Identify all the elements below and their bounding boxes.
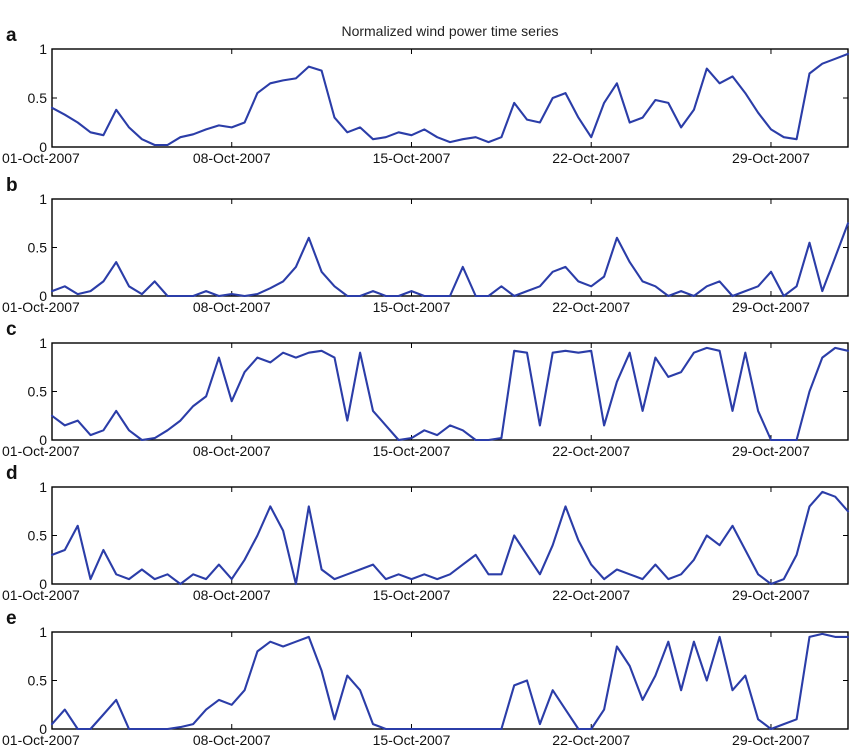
x-tick-label: 08-Oct-2007 — [193, 299, 271, 315]
x-tick-label: 22-Oct-2007 — [552, 587, 630, 603]
y-tick-label: 0 — [39, 432, 47, 448]
y-tick-label: 1 — [39, 191, 47, 207]
x-tick-label: 15-Oct-2007 — [373, 299, 451, 315]
x-tick-label: 29-Oct-2007 — [732, 587, 810, 603]
x-tick-label: 29-Oct-2007 — [732, 443, 810, 459]
axes-frame — [51, 631, 849, 730]
x-tick-label: 22-Oct-2007 — [552, 150, 630, 166]
x-tick-label: 08-Oct-2007 — [193, 732, 271, 748]
y-tick-label: 1 — [39, 479, 47, 495]
x-tick-label: 01-Oct-2007 — [2, 587, 80, 603]
x-tick-label: 15-Oct-2007 — [373, 587, 451, 603]
panel-e: e 0 0.5 1 01-Oct-2007 08-Oct-2007 15-Oct-2007 2… — [2, 608, 850, 748]
y-tick-label: 0 — [39, 139, 47, 155]
x-tick-label: 15-Oct-2007 — [373, 732, 451, 748]
x-tick-label: 01-Oct-2007 — [2, 299, 80, 315]
y-tick-label: 1 — [39, 335, 47, 351]
x-tick-label: 01-Oct-2007 — [2, 732, 80, 748]
figure-title: Normalized wind power time series — [341, 23, 558, 39]
x-tick-label: 01-Oct-2007 — [2, 443, 80, 459]
panel-c: c 0 0.5 1 01-Oct-2007 08-Oct-2007 15-Oct-2007 2… — [2, 319, 850, 459]
x-tick-label: 29-Oct-2007 — [732, 299, 810, 315]
series-line — [50, 490, 850, 586]
y-tick-label: 0.5 — [28, 90, 48, 106]
y-tick-label: 0.5 — [28, 240, 48, 256]
x-tick-label: 29-Oct-2007 — [732, 150, 810, 166]
x-tick-label: 22-Oct-2007 — [552, 732, 630, 748]
axes-frame — [51, 486, 849, 585]
series-line — [50, 52, 850, 147]
x-tick-label: 08-Oct-2007 — [193, 443, 271, 459]
x-tick-label: 15-Oct-2007 — [373, 443, 451, 459]
panel-label: a — [6, 25, 17, 46]
series-line — [50, 632, 850, 731]
panels-container: a 0 0.5 1 01-Oct-2007 08-Oct-2007 15-Oct-2007 2… — [2, 25, 850, 748]
x-tick-label: 29-Oct-2007 — [732, 732, 810, 748]
y-tick-label: 0 — [39, 288, 47, 304]
y-tick-label: 0.5 — [28, 673, 48, 689]
x-tick-label: 22-Oct-2007 — [552, 443, 630, 459]
x-tick-label: 08-Oct-2007 — [193, 150, 271, 166]
x-tick-label: 15-Oct-2007 — [373, 150, 451, 166]
axes-frame — [51, 48, 849, 148]
y-tick-label: 0.5 — [28, 384, 48, 400]
y-tick-label: 0 — [39, 576, 47, 592]
y-tick-label: 1 — [39, 41, 47, 57]
panel-label: e — [6, 608, 17, 629]
y-tick-label: 0.5 — [28, 528, 48, 544]
axes-frame — [51, 198, 849, 297]
panel-a: a 0 0.5 1 01-Oct-2007 08-Oct-2007 15-Oct-2007 2… — [2, 25, 850, 166]
x-tick-label: 08-Oct-2007 — [193, 587, 271, 603]
panel-label: b — [6, 175, 18, 196]
y-tick-label: 1 — [39, 624, 47, 640]
panel-b: b 0 0.5 1 01-Oct-2007 08-Oct-2007 15-Oct-2007 2… — [2, 175, 850, 315]
series-line — [50, 222, 850, 298]
x-tick-label: 22-Oct-2007 — [552, 299, 630, 315]
panel-label: c — [6, 319, 17, 340]
panel-d: d 0 0.5 1 01-Oct-2007 08-Oct-2007 15-Oct-2007 2… — [2, 463, 850, 603]
y-tick-label: 0 — [39, 721, 47, 737]
panel-label: d — [6, 463, 18, 484]
series-line — [50, 346, 850, 442]
x-tick-label: 01-Oct-2007 — [2, 150, 80, 166]
